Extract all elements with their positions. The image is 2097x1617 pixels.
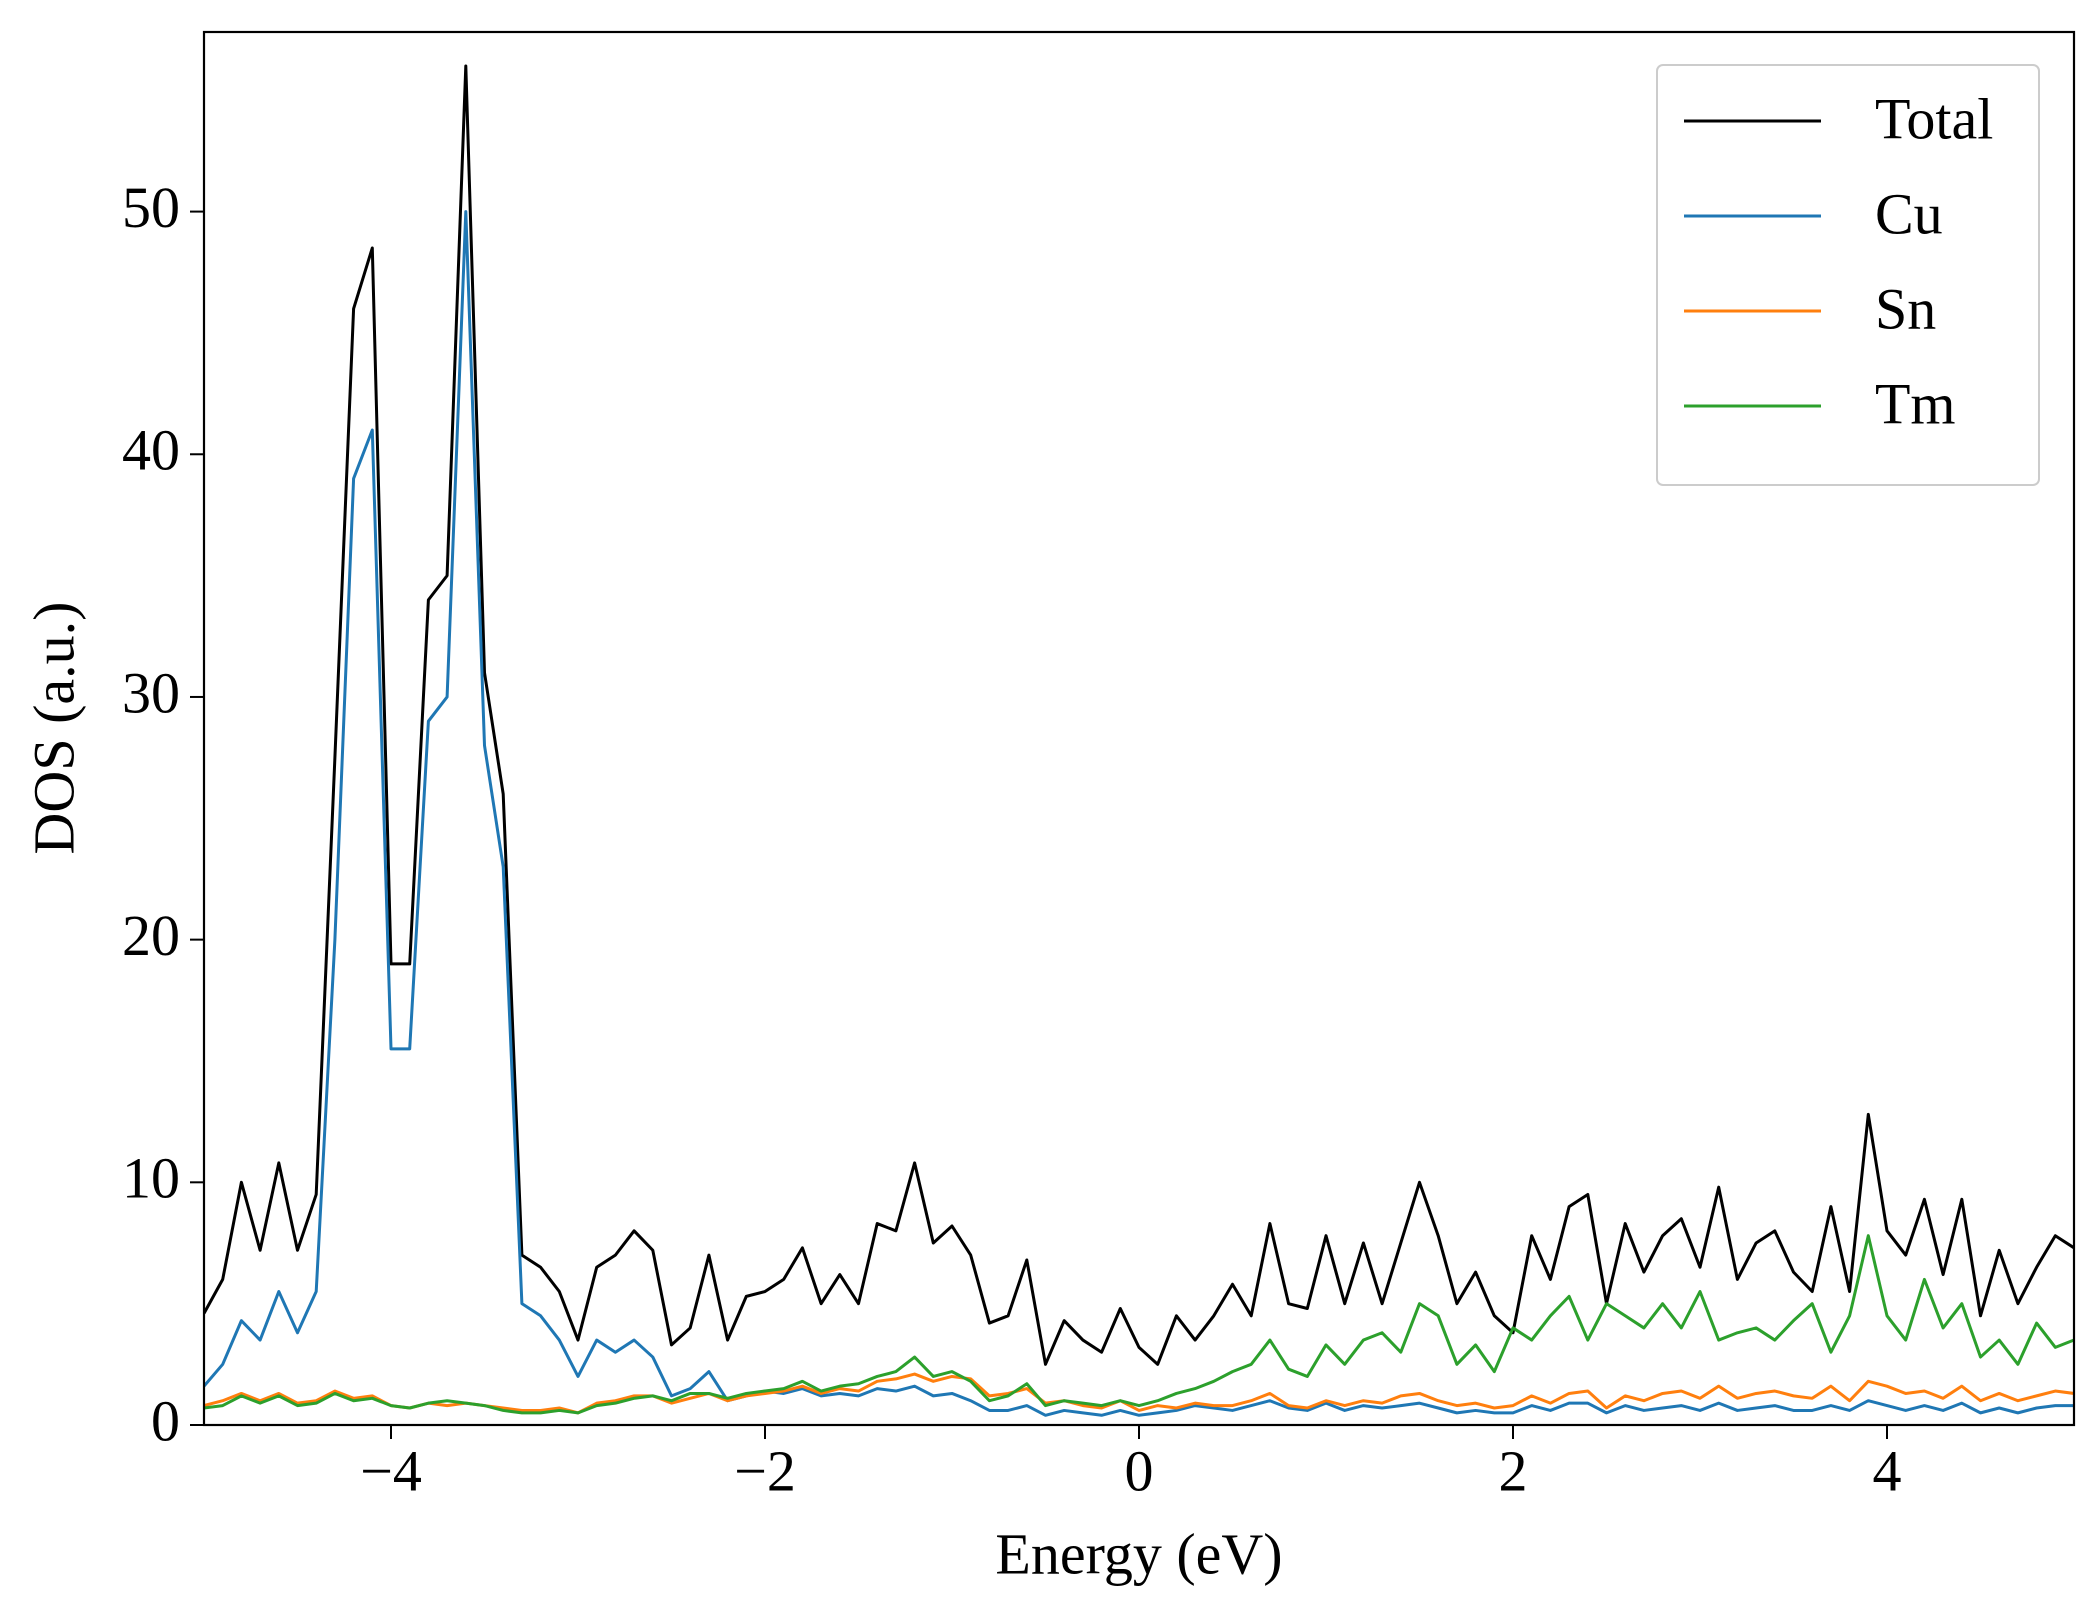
x-tick-label: 2: [1499, 1438, 1528, 1503]
series-line: [204, 210, 2074, 1417]
x-tick-label: 0: [1125, 1438, 1154, 1503]
y-tick-label: 20: [122, 903, 180, 968]
y-axis-label: DOS (a.u.): [21, 602, 86, 855]
y-tick-label: 30: [122, 660, 180, 725]
series-line: [204, 64, 2074, 1366]
y-tick-label: 10: [122, 1146, 180, 1211]
x-tick-label: −2: [734, 1438, 796, 1503]
legend-label: Sn: [1875, 276, 1936, 341]
legend-label: Total: [1875, 86, 1993, 151]
legend-box: [1656, 64, 2040, 486]
y-tick-label: 50: [122, 175, 180, 240]
series-line: [204, 1234, 2074, 1415]
plot-frame: [202, 30, 2076, 1427]
x-tick-label: 4: [1873, 1438, 1902, 1503]
x-tick-label: −4: [360, 1438, 422, 1503]
series-line: [204, 1372, 2074, 1415]
y-tick-label: 40: [122, 418, 180, 483]
legend-label: Cu: [1875, 181, 1943, 246]
legend-label: Tm: [1875, 371, 1956, 436]
y-tick-label: 0: [151, 1388, 180, 1453]
x-axis-label: Energy (eV): [995, 1521, 1282, 1586]
